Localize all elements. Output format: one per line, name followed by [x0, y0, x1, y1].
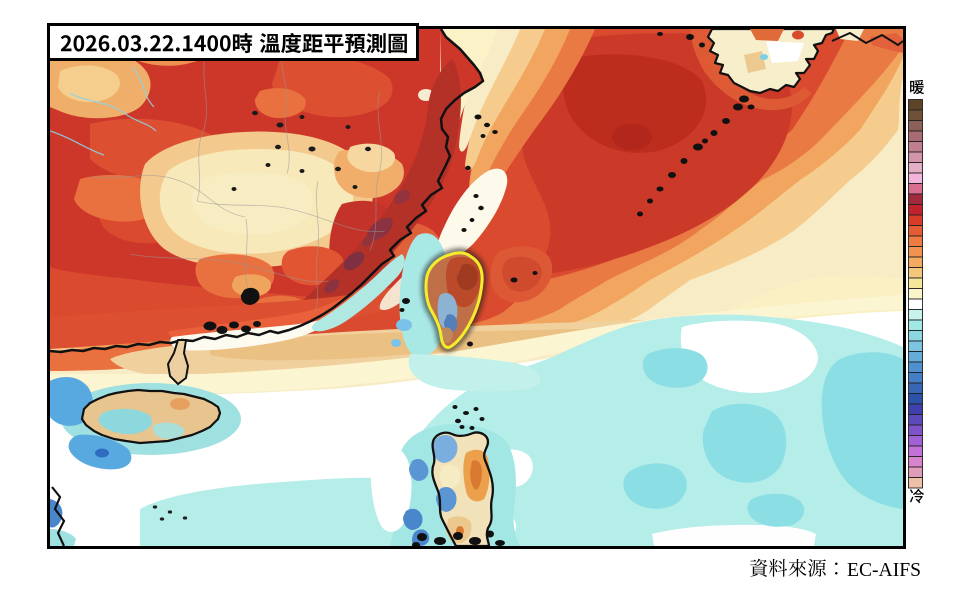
- svg-text:EC-AIFS: EC-AIFS: [847, 560, 921, 581]
